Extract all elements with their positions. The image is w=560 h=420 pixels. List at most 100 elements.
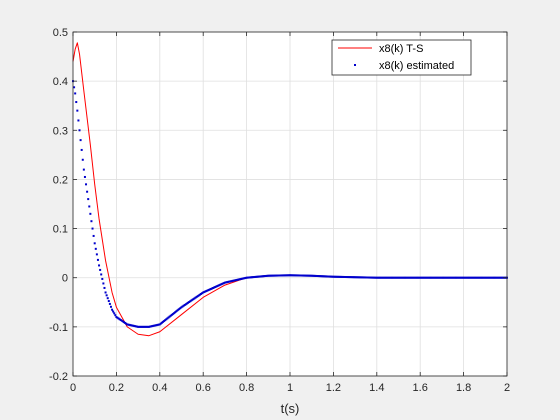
series-point [96, 258, 99, 261]
y-tick-label: 0.5 [53, 27, 68, 39]
series-point [282, 274, 285, 277]
series-point [340, 275, 342, 278]
series-point [446, 276, 449, 279]
x-tick-label: 0 [70, 382, 76, 394]
series-point [244, 276, 247, 279]
series-point [453, 276, 456, 279]
series-point [159, 322, 162, 325]
series-point [367, 276, 370, 279]
series-point [177, 308, 180, 311]
series-point [375, 276, 378, 279]
series-point [89, 212, 92, 215]
series-point [354, 276, 357, 279]
series-point [299, 274, 302, 277]
series-point [121, 320, 124, 323]
series-point [171, 313, 174, 316]
series-point [422, 276, 425, 279]
series-point [449, 276, 452, 279]
series-point [217, 284, 220, 287]
x-tick-label: 0.4 [152, 382, 167, 394]
series-point [277, 274, 280, 277]
series-point [117, 317, 120, 320]
series-layer [72, 42, 508, 337]
series-point [447, 276, 450, 279]
series-point [341, 275, 344, 278]
series-point [356, 276, 359, 279]
series-point [401, 276, 404, 279]
series-point [124, 321, 127, 324]
x-tick-label: 1.8 [456, 382, 471, 394]
series-point [221, 282, 224, 285]
series-point [269, 274, 272, 277]
x-tick-label: 2 [504, 382, 510, 394]
series-point [113, 312, 116, 315]
series-point [141, 325, 144, 328]
series-point [396, 276, 399, 279]
series-point [190, 299, 193, 302]
series-point [257, 275, 260, 278]
series-point [211, 287, 214, 290]
series-point [131, 324, 134, 327]
series-point [235, 278, 238, 281]
series-point [432, 276, 435, 279]
series-point [462, 276, 465, 279]
series-point [342, 275, 345, 278]
series-point [208, 288, 211, 291]
series-point [290, 274, 293, 277]
series-point [450, 276, 453, 279]
series-point [405, 276, 408, 279]
series-point [146, 325, 149, 328]
series-point [371, 276, 374, 279]
series-point [180, 306, 183, 309]
series-point [304, 274, 307, 277]
series-point [382, 276, 385, 279]
series-point [87, 198, 90, 201]
series-point [393, 276, 396, 279]
series-point [193, 297, 196, 300]
series-point [458, 276, 461, 279]
series-point [111, 308, 114, 311]
series-point [459, 276, 462, 279]
series-point [431, 276, 434, 279]
series-point [79, 139, 82, 142]
series-point [476, 276, 479, 279]
series-point [315, 274, 318, 277]
series-point [424, 276, 427, 279]
series-point [321, 275, 324, 278]
series-point [265, 274, 268, 277]
series-point [357, 276, 360, 279]
x-tick-label: 0.2 [109, 382, 124, 394]
series-point [468, 276, 471, 279]
series-point [231, 279, 234, 282]
series-point [317, 275, 320, 278]
series-point [223, 281, 226, 284]
series-point [426, 276, 429, 279]
series-point [162, 320, 165, 323]
series-point [452, 276, 455, 279]
series-point [226, 281, 229, 284]
series-point [202, 291, 205, 294]
series-point [410, 276, 413, 279]
series-point [76, 109, 79, 112]
series-point [156, 323, 159, 326]
series-point [112, 310, 115, 313]
series-point [486, 276, 489, 279]
series-point [78, 129, 81, 132]
series-point [108, 302, 111, 305]
series-point [153, 324, 156, 327]
series-point [86, 190, 89, 193]
series-point [443, 276, 446, 279]
series-point [302, 274, 305, 277]
series-point [311, 274, 314, 277]
x-tick-label: 1.4 [369, 382, 384, 394]
series-point [445, 276, 448, 279]
x-axis-label: t(s) [281, 401, 300, 416]
x-tick-label: 0.8 [239, 382, 254, 394]
legend-label-ts: x8(k) T-S [379, 43, 423, 55]
series-point [369, 276, 372, 279]
series-point [324, 275, 327, 278]
series-point [222, 282, 225, 285]
series-point [216, 285, 219, 288]
series-point [214, 286, 217, 289]
series-point [334, 275, 337, 278]
